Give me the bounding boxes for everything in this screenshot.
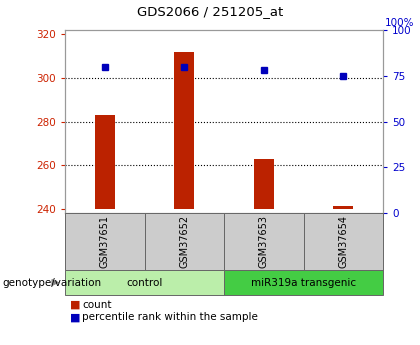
Text: ■: ■ [70, 300, 81, 310]
Text: control: control [126, 277, 163, 287]
Text: GSM37653: GSM37653 [259, 215, 269, 268]
Text: GDS2066 / 251205_at: GDS2066 / 251205_at [137, 5, 283, 18]
Bar [95, 115, 115, 209]
Bar [333, 206, 353, 209]
Text: ■: ■ [70, 312, 81, 322]
Text: 100%: 100% [385, 18, 415, 28]
Text: percentile rank within the sample: percentile rank within the sample [82, 312, 258, 322]
Text: genotype/variation: genotype/variation [2, 277, 101, 287]
Text: miR319a transgenic: miR319a transgenic [251, 277, 356, 287]
Text: GSM37654: GSM37654 [338, 215, 348, 268]
Text: GSM37652: GSM37652 [179, 215, 189, 268]
Bar [254, 159, 274, 209]
Text: GSM37651: GSM37651 [100, 215, 110, 268]
Text: count: count [82, 300, 111, 310]
Bar [174, 52, 194, 209]
